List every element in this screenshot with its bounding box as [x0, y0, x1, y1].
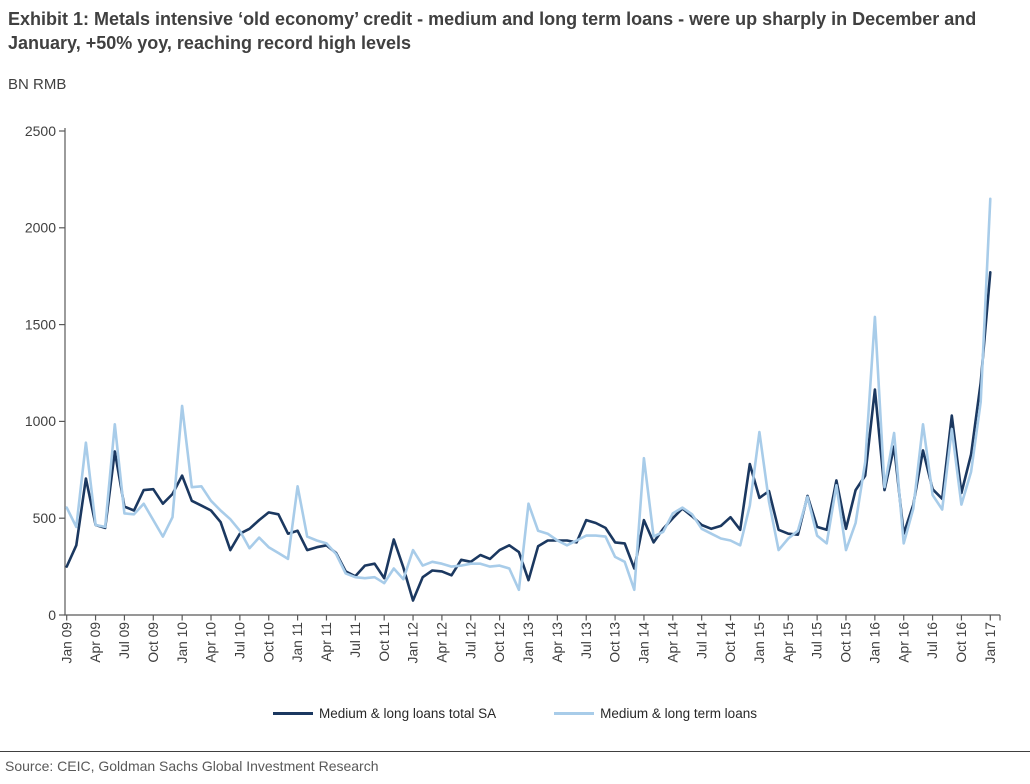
x-tick-label: Jan 14	[637, 622, 652, 664]
x-tick-label: Oct 09	[146, 622, 161, 663]
x-tick-label: Apr 10	[204, 622, 219, 663]
y-axis-unit-label: BN RMB	[8, 76, 67, 93]
x-tick-label: Jan 09	[59, 622, 74, 664]
legend-item-mlt-loans: Medium & long term loans	[554, 706, 757, 721]
x-tick-label: Jan 11	[290, 622, 305, 662]
x-tick-label: Apr 16	[896, 622, 911, 663]
x-tick-label: Jul 12	[463, 622, 478, 659]
y-tick-label: 500	[33, 510, 57, 526]
x-tick-label: Oct 10	[261, 622, 276, 663]
x-tick-label: Oct 14	[723, 622, 738, 663]
x-tick-label: Jan 12	[406, 622, 421, 663]
x-tick-label: Jan 10	[175, 622, 190, 664]
legend-item-total-sa: Medium & long loans total SA	[273, 706, 496, 721]
x-tick-label: Jan 16	[867, 622, 882, 664]
chart-canvas: 0 500 1000 1500 2000 2500 Jan 09 Apr 09 Jul 09 Oc…	[25, 123, 1001, 664]
x-tick-label: Jul 16	[925, 622, 940, 659]
legend-line-swatch	[273, 711, 314, 715]
x-tick-label: Apr 14	[665, 622, 680, 663]
x-tick-label: Apr 13	[550, 622, 565, 663]
y-tick-label: 1500	[25, 316, 56, 332]
x-tick-label: Oct 12	[492, 622, 507, 663]
x-tick-label: Jul 10	[232, 622, 247, 659]
x-tick-label: Jul 13	[579, 622, 594, 659]
footer-divider	[0, 751, 1030, 752]
x-tick-label: Oct 13	[608, 622, 623, 663]
series-line-mlt-loans	[65, 197, 992, 592]
x-tick-label: Apr 11	[319, 622, 334, 662]
x-tick-label: Oct 15	[839, 622, 854, 663]
legend-line-swatch	[554, 711, 595, 715]
x-tick-label: Apr 09	[88, 622, 103, 663]
x-tick-label: Apr 12	[435, 622, 450, 663]
y-tick-label: 2000	[25, 220, 56, 236]
series-line-total-sa	[65, 271, 992, 602]
x-tick-label: Jul 14	[694, 622, 709, 659]
legend-label: Medium & long loans total SA	[319, 705, 497, 721]
x-tick-label: Jan 17	[983, 622, 998, 663]
x-tick-label: Oct 11	[377, 622, 392, 662]
y-tick-label: 2500	[25, 123, 56, 139]
x-tick-label: Jul 11	[348, 622, 363, 658]
page-title: Exhibit 1: Metals intensive ‘old economy…	[8, 9, 977, 53]
x-tick-label: Jul 09	[117, 622, 132, 659]
y-tick-label: 1000	[25, 413, 56, 429]
chart-legend: Medium & long loans total SA Medium & lon…	[0, 702, 1030, 724]
x-tick-label: Jul 15	[810, 622, 825, 659]
x-tick-label: Jan 15	[752, 622, 767, 664]
x-tick-label: Jan 13	[521, 622, 536, 664]
source-note: Source: CEIC, Goldman Sachs Global Inves…	[5, 758, 379, 774]
y-tick-label: 0	[48, 607, 56, 623]
x-tick-label: Apr 15	[781, 622, 796, 663]
x-tick-label: Oct 16	[954, 622, 969, 663]
loans-line-chart: 0 500 1000 1500 2000 2500 Jan 09 Apr 09 Jul 09 Oc…	[0, 100, 1030, 700]
legend-label: Medium & long term loans	[600, 705, 757, 721]
